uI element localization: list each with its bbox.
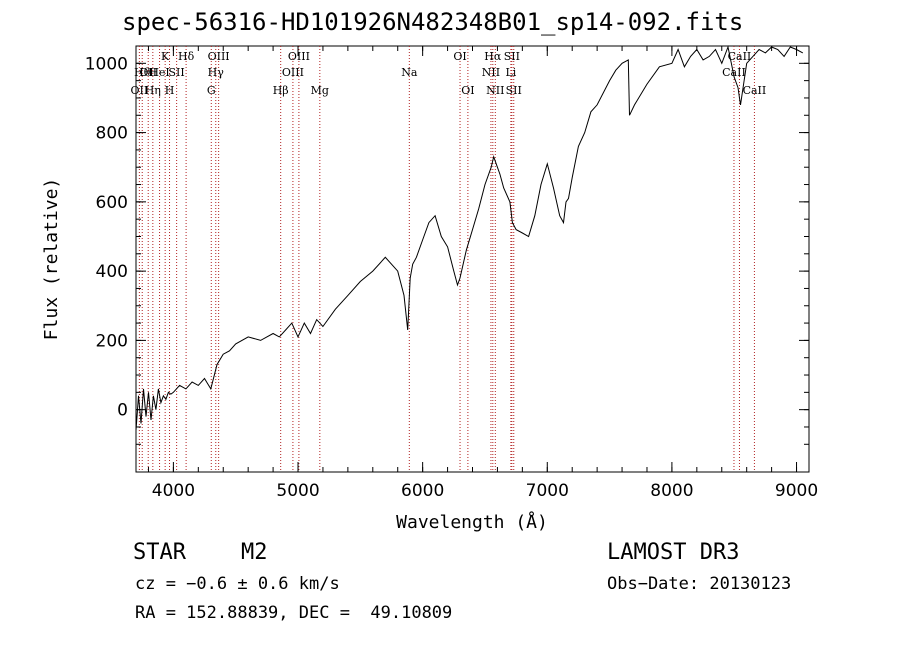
line-label-14: OIII	[288, 50, 310, 63]
line-label-8: Hδ	[178, 50, 195, 63]
line-label-1: Hθ	[134, 66, 151, 79]
line-label-22: Li	[505, 66, 516, 79]
y-tick-label: 200	[96, 331, 128, 351]
line-label-16: Na	[401, 66, 418, 79]
plot-frame	[135, 45, 810, 473]
line-label-23: SII	[504, 50, 520, 63]
line-label-19: NII	[482, 66, 500, 79]
line-label-15: Mg	[311, 84, 329, 97]
line-label-0: OII	[131, 84, 149, 97]
coordinates-text: RA = 152.88839, DEC = 49.10809	[135, 603, 453, 623]
line-label-20: Hα	[484, 50, 502, 63]
line-label-26: CaII	[728, 50, 752, 63]
line-label-2: OII	[139, 66, 157, 79]
line-label-27: CaII	[743, 84, 767, 97]
y-tick-label: 600	[96, 193, 128, 213]
y-tick-label: 0	[117, 401, 128, 421]
line-label-11: OIII	[208, 50, 230, 63]
x-tick-label: 5000	[276, 481, 319, 501]
line-label-9: G	[207, 84, 216, 97]
x-tick-label: 7000	[526, 481, 569, 501]
line-label-13: OIII	[282, 66, 304, 79]
line-label-6: H	[165, 84, 175, 97]
line-label-3: Hη	[145, 84, 161, 97]
y-axis-ticks: 0 200 400 600 800 1000	[85, 54, 809, 445]
object-class: STAR	[133, 540, 186, 565]
y-tick-label: 400	[96, 262, 128, 282]
line-label-24: SII	[506, 84, 522, 97]
y-axis-label: Flux (relative)	[41, 178, 62, 341]
line-label-5: K	[161, 50, 170, 63]
x-tick-label: 8000	[650, 481, 693, 501]
x-axis-ticks: 4000 5000 6000 7000 8000 9000	[147, 46, 818, 501]
line-label-10: Hγ	[208, 66, 225, 79]
line-label-18: OI	[461, 84, 474, 97]
object-subclass: M2	[241, 540, 268, 565]
x-tick-label: 4000	[152, 481, 195, 501]
survey-name: LAMOST DR3	[607, 540, 740, 565]
x-tick-label: 9000	[775, 481, 818, 501]
obs-date-text: Obs−Date: 20130123	[607, 574, 792, 594]
line-label-17: OI	[453, 50, 466, 63]
spectral-line-labels: OIIHθOIIHηHeIKHSIIHδGHγOIIIHβOIIIOIIIMgN…	[131, 50, 767, 97]
x-axis-label: Wavelength (Å)	[396, 511, 548, 533]
line-label-12: Hβ	[273, 84, 289, 97]
line-label-21: NII	[486, 84, 504, 97]
line-label-4: HeI	[149, 66, 169, 79]
line-label-7: SII	[169, 66, 185, 79]
y-tick-label: 1000	[85, 54, 128, 74]
velocity-text: cz = −0.6 ± 0.6 km/s	[135, 574, 340, 594]
x-tick-label: 6000	[401, 481, 444, 501]
line-label-25: CaII	[722, 66, 746, 79]
chart-title: spec-56316-HD101926N482348B01_sp14-092.f…	[122, 8, 744, 36]
spectral-line-markers	[138, 46, 755, 472]
y-tick-label: 800	[96, 124, 128, 144]
spectrum-series-line	[135, 45, 804, 431]
